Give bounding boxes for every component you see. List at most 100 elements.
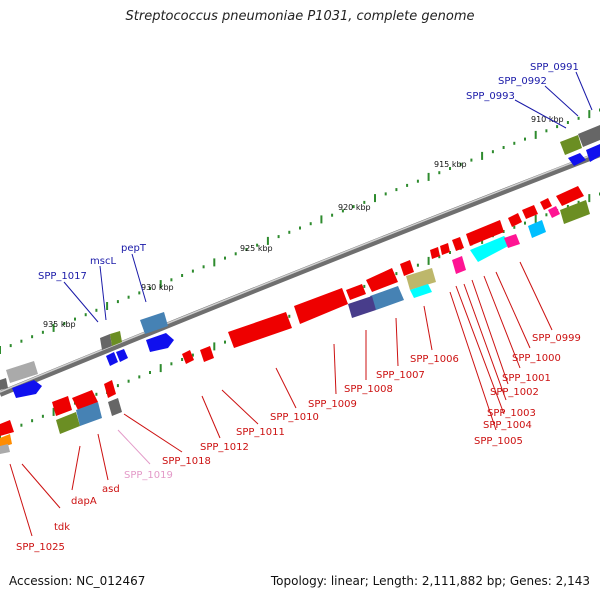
tick-mark [149, 287, 151, 290]
gene-label-spp-0992[interactable]: SPP_0992 [498, 76, 547, 87]
gene-feature[interactable] [370, 286, 404, 310]
gene-feature[interactable] [556, 186, 584, 206]
gene-feature[interactable] [466, 220, 504, 246]
tick-mark [556, 125, 559, 129]
gene-label-spp-1019[interactable]: SPP_1019 [124, 470, 173, 481]
gene-feature[interactable] [12, 380, 42, 398]
gene-feature[interactable] [410, 284, 432, 298]
gene-feature[interactable] [228, 312, 292, 348]
gene-feature[interactable] [56, 412, 80, 434]
gene-feature[interactable] [140, 312, 168, 334]
gene-feature[interactable] [110, 331, 122, 346]
gene-feature[interactable] [452, 256, 466, 274]
gene-feature[interactable] [504, 234, 520, 248]
kbp-label-935: 935 kbp [43, 320, 76, 329]
tick-mark [524, 221, 526, 225]
gene-label-pept[interactable]: pepT [121, 243, 147, 254]
tick-mark [52, 407, 55, 416]
tick-mark [277, 235, 280, 239]
top-strand-genes [0, 125, 600, 398]
gene-feature[interactable] [100, 334, 112, 350]
gene-label-spp-1007[interactable]: SPP_1007 [376, 370, 425, 381]
gene-feature[interactable] [6, 361, 38, 383]
tick-mark [170, 278, 173, 282]
gene-label-dapa[interactable]: dapA [71, 496, 97, 507]
gene-feature[interactable] [294, 288, 348, 324]
gene-feature[interactable] [0, 378, 8, 390]
bottom-leader-lines [9, 261, 553, 537]
gene-feature[interactable] [0, 420, 14, 436]
tick-mark [127, 295, 130, 299]
gene-feature[interactable] [348, 296, 376, 318]
gene-label-spp-1004[interactable]: SPP_1004 [483, 420, 532, 431]
tick-mark [288, 230, 291, 234]
gene-feature[interactable] [0, 434, 12, 448]
gene-feature[interactable] [440, 243, 450, 255]
tick-mark [384, 192, 387, 196]
gene-label-spp-1002[interactable]: SPP_1002 [490, 387, 539, 398]
gene-feature[interactable] [400, 260, 414, 276]
tick-mark [341, 209, 344, 213]
gene-feature[interactable] [470, 236, 512, 262]
gene-feature[interactable] [540, 198, 552, 210]
gene-label-spp-1006[interactable]: SPP_1006 [410, 354, 459, 365]
gene-feature[interactable] [508, 213, 522, 227]
gene-feature[interactable] [104, 380, 116, 398]
leader-line-spp-1019 [117, 429, 151, 465]
tick-mark [170, 362, 173, 366]
tick-mark [159, 280, 162, 289]
gene-label-tdk[interactable]: tdk [54, 522, 70, 533]
tick-mark [588, 110, 591, 119]
tick-mark [191, 353, 194, 357]
tick-mark [116, 384, 119, 388]
tick-mark [363, 284, 366, 288]
gene-label-spp-1003[interactable]: SPP_1003 [487, 408, 536, 419]
gene-feature[interactable] [406, 268, 436, 290]
gene-feature[interactable] [182, 350, 194, 364]
gene-feature[interactable] [568, 153, 586, 166]
gene-label-spp-1025[interactable]: SPP_1025 [16, 542, 65, 553]
gene-feature[interactable] [586, 144, 600, 162]
tick-mark [513, 225, 516, 229]
gene-feature[interactable] [452, 237, 464, 251]
gene-label-spp-0993[interactable]: SPP_0993 [466, 91, 515, 102]
gene-label-asd[interactable]: asd [102, 484, 120, 495]
gene-feature[interactable] [528, 220, 546, 238]
gene-label-spp-1000[interactable]: SPP_1000 [512, 353, 561, 364]
gene-feature[interactable] [106, 352, 118, 366]
gene-feature[interactable] [430, 247, 440, 259]
gene-label-spp-1005[interactable]: SPP_1005 [474, 436, 523, 447]
tick-mark [202, 265, 205, 269]
gene-feature[interactable] [578, 125, 600, 147]
gene-label-spp-0999[interactable]: SPP_0999 [532, 333, 581, 344]
gene-label-spp-0991[interactable]: SPP_0991 [530, 62, 579, 73]
gene-label-spp-1018[interactable]: SPP_1018 [162, 456, 211, 467]
gene-label-spp-1009[interactable]: SPP_1009 [308, 399, 357, 410]
gene-feature[interactable] [560, 135, 582, 155]
gene-label-mscl[interactable]: mscL [90, 256, 116, 267]
gene-feature[interactable] [522, 205, 538, 219]
tick-mark [191, 269, 194, 273]
gene-label-spp-1012[interactable]: SPP_1012 [200, 442, 249, 453]
gene-feature[interactable] [560, 200, 590, 224]
gene-feature[interactable] [200, 346, 214, 362]
gene-label-spp-1010[interactable]: SPP_1010 [270, 412, 319, 423]
gene-feature[interactable] [116, 349, 128, 362]
gene-label-spp-1017[interactable]: SPP_1017 [38, 271, 87, 282]
tick-mark [545, 129, 548, 133]
gene-feature[interactable] [0, 444, 10, 454]
gene-feature[interactable] [108, 398, 122, 416]
gene-label-spp-1008[interactable]: SPP_1008 [344, 384, 393, 395]
gene-feature[interactable] [346, 284, 366, 300]
tick-mark [41, 330, 44, 334]
gene-feature[interactable] [146, 333, 174, 352]
gene-label-spp-1011[interactable]: SPP_1011 [236, 427, 285, 438]
gene-feature[interactable] [72, 390, 98, 410]
gene-feature[interactable] [366, 268, 398, 292]
gene-label-spp-1001[interactable]: SPP_1001 [502, 373, 551, 384]
gene-feature[interactable] [548, 206, 560, 218]
gene-feature[interactable] [52, 396, 72, 416]
gene-feature[interactable] [76, 402, 102, 426]
tick-mark [0, 346, 1, 354]
kbp-label-910: 910 kbp [531, 115, 564, 124]
